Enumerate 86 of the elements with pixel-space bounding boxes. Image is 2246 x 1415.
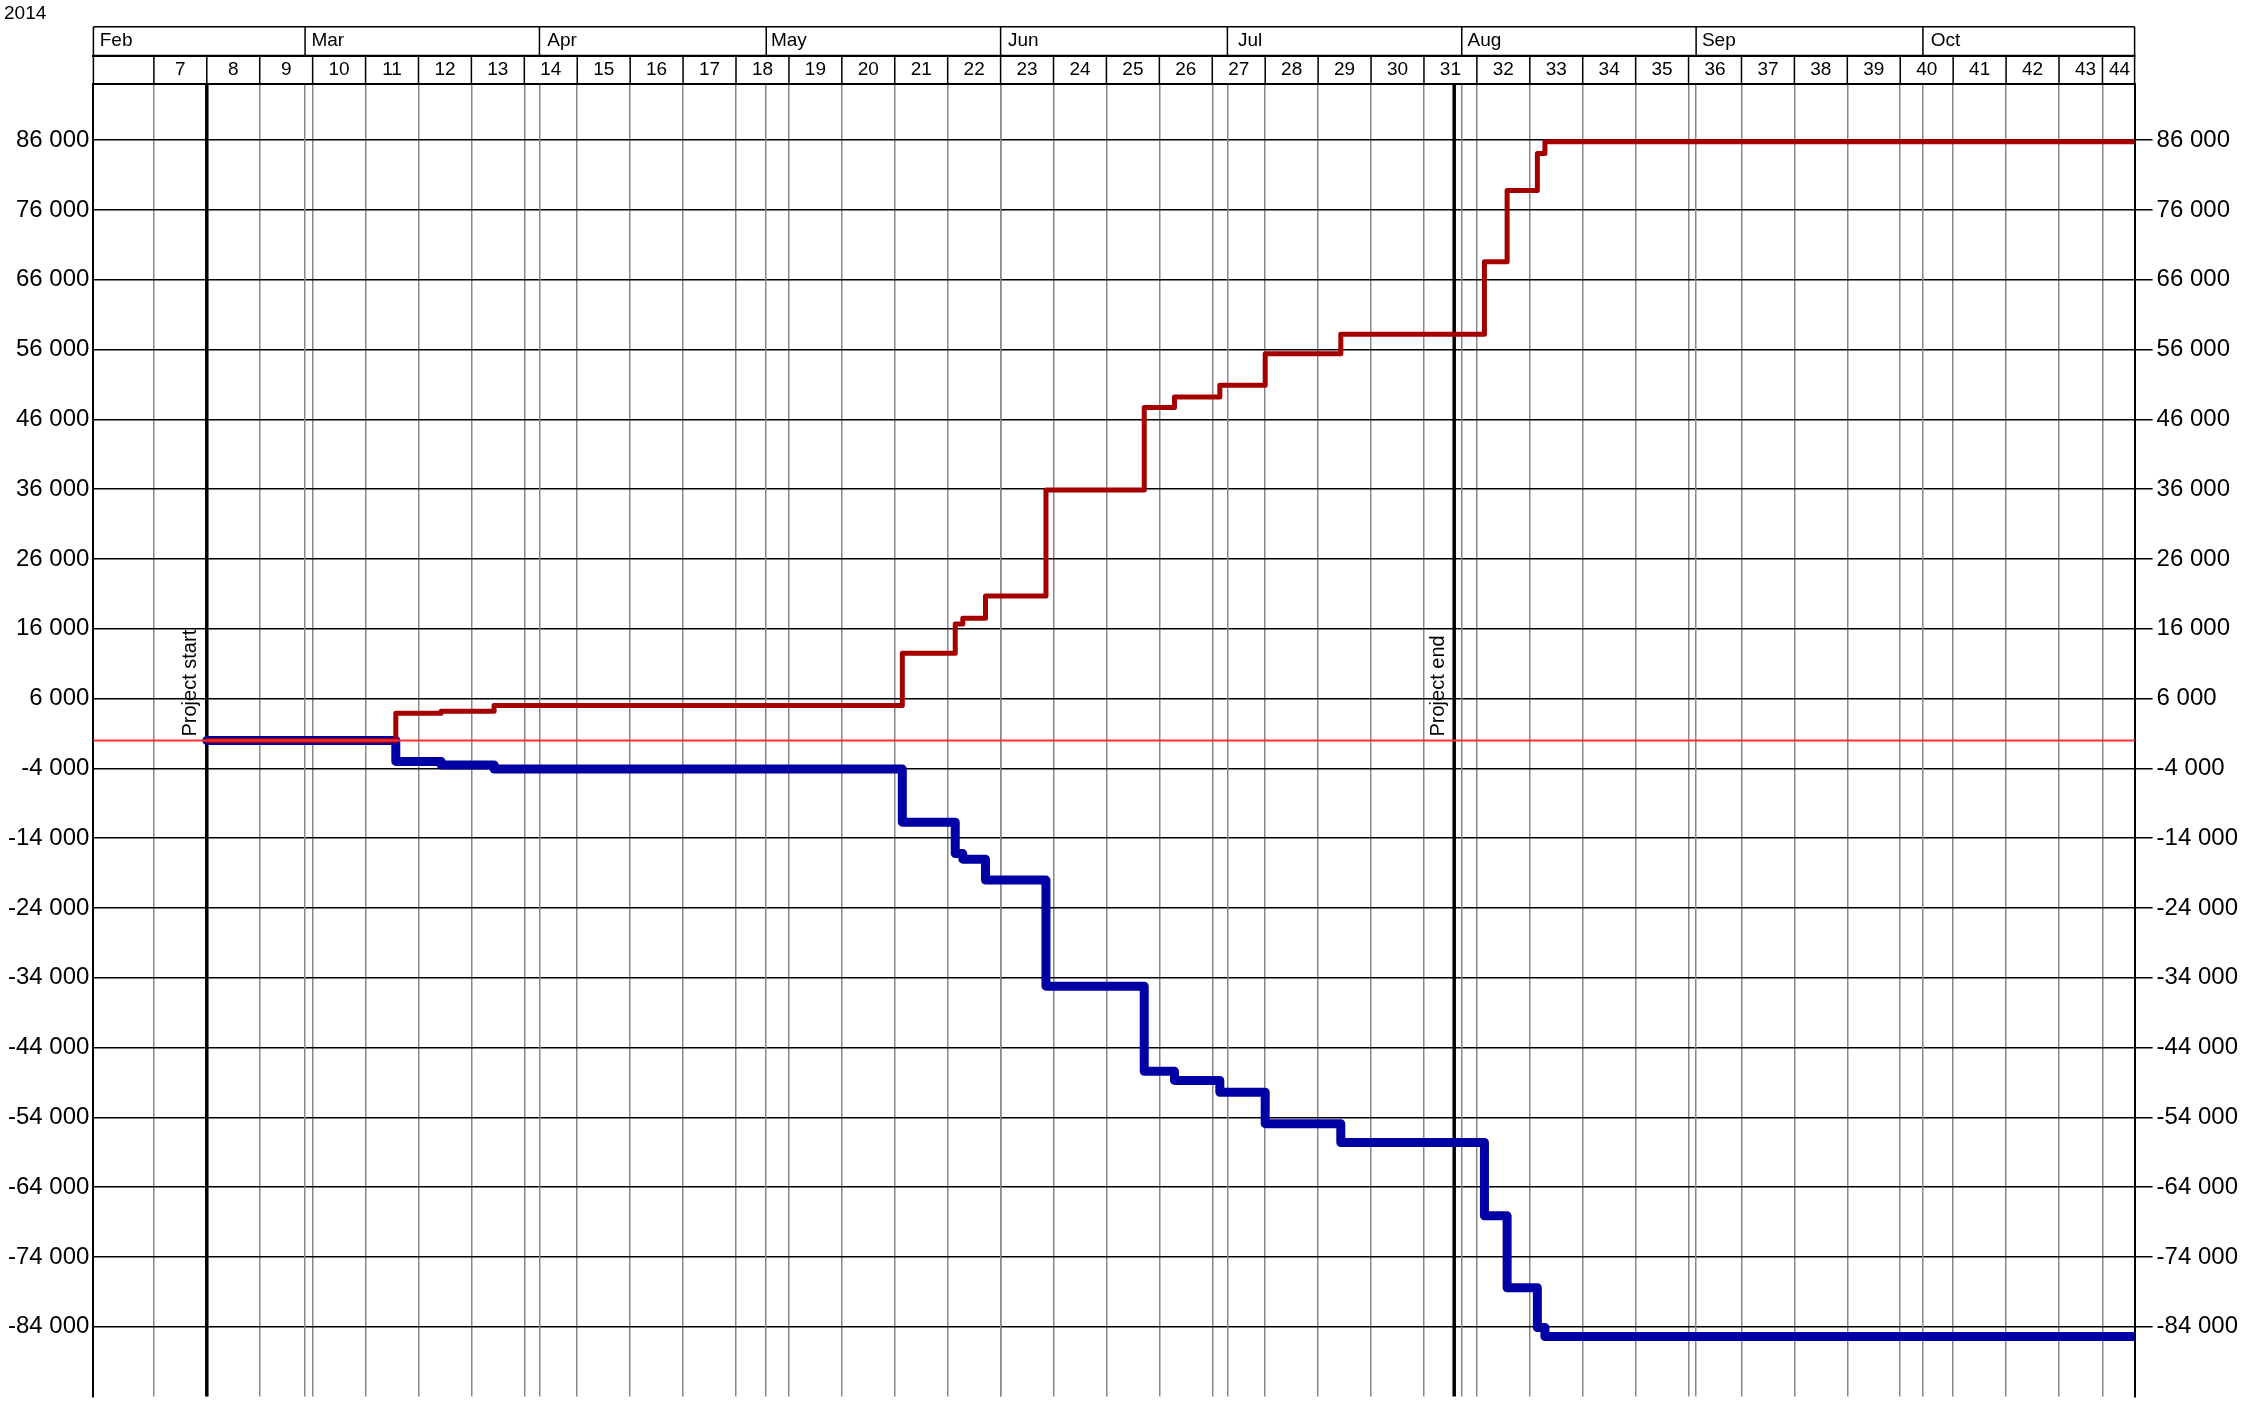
x-tick-label: 7 <box>175 58 186 80</box>
y-tick-label: 16 000 <box>15 613 90 641</box>
y-tick-label: -84 000 <box>7 1311 90 1339</box>
y2-tick-label: -14 000 <box>2156 822 2239 850</box>
x-tick-label: 23 <box>1016 58 1038 80</box>
y2-tick-label: -24 000 <box>2156 892 2239 920</box>
x2-tick-label: Jun <box>1007 29 1039 51</box>
x-tick-label: 10 <box>328 58 350 80</box>
y-tick-label: -74 000 <box>7 1241 90 1269</box>
x-tick-label: 42 <box>2021 58 2044 80</box>
x-tick-label: 28 <box>1281 58 1303 80</box>
y2-tick-label: 86 000 <box>2156 124 2231 152</box>
x-tick-label: 34 <box>1598 58 1621 80</box>
y2-tick-label: -84 000 <box>2156 1311 2239 1339</box>
x-tick-label: 19 <box>804 58 826 80</box>
x-tick-label: 17 <box>698 58 721 80</box>
y-tick-label: -44 000 <box>7 1032 90 1060</box>
y-tick-label: 66 000 <box>15 264 90 292</box>
x-tick-label: 40 <box>1916 58 1938 80</box>
y2-tick-label: 46 000 <box>2156 404 2231 432</box>
x-tick-label: 33 <box>1545 58 1567 80</box>
y2-tick-label: 76 000 <box>2156 194 2231 222</box>
x-tick-label: 38 <box>1810 58 1832 80</box>
y2-tick-label: 56 000 <box>2156 334 2231 362</box>
chart-title: 2014 <box>4 1 47 23</box>
x-tick-label: 22 <box>963 58 985 80</box>
y2-tick-label: -4 000 <box>2156 753 2225 781</box>
y-tick-label: -54 000 <box>7 1102 90 1130</box>
x-tick-label: 31 <box>1439 58 1461 80</box>
x2-tick-label: Jul <box>1237 29 1263 51</box>
x2-tick-label: Feb <box>99 29 133 51</box>
x-tick-label: 43 <box>2074 58 2097 80</box>
y-tick-label: 86 000 <box>15 124 90 152</box>
x-tick-label: 20 <box>857 58 879 80</box>
y-tick-label: 6 000 <box>29 683 90 711</box>
x-tick-label: 29 <box>1334 58 1356 80</box>
x-tick-label: 16 <box>646 58 668 80</box>
y-tick-label: -34 000 <box>7 962 90 990</box>
x-tick-label: 35 <box>1651 58 1673 80</box>
x-tick-label: 13 <box>487 58 509 80</box>
y2-tick-label: 6 000 <box>2156 683 2217 711</box>
x-tick-label: 39 <box>1863 58 1885 80</box>
y-tick-label: -14 000 <box>7 822 90 850</box>
x-tick-label: 25 <box>1122 58 1144 80</box>
x-tick-label: 37 <box>1757 58 1779 80</box>
x2-tick-label: Aug <box>1467 29 1502 51</box>
x-tick-label: 14 <box>540 58 562 80</box>
y2-tick-label: 36 000 <box>2156 473 2231 501</box>
y2-tick-label: -34 000 <box>2156 962 2239 990</box>
x-tick-label: 30 <box>1386 58 1409 80</box>
x-tick-label: 8 <box>227 58 239 80</box>
x2-tick-label: Apr <box>547 29 578 51</box>
x-tick-label: 24 <box>1069 58 1091 80</box>
y-tick-label: 26 000 <box>15 543 90 571</box>
y2-tick-label: -44 000 <box>2156 1032 2239 1060</box>
x-tick-label: 15 <box>593 58 615 80</box>
y-tick-label: -4 000 <box>21 753 90 781</box>
y-tick-label: -24 000 <box>7 892 90 920</box>
x2-tick-label: May <box>770 29 808 51</box>
y2-tick-label: 66 000 <box>2156 264 2231 292</box>
y-tick-label: 76 000 <box>15 194 90 222</box>
x-tick-label: 36 <box>1704 58 1726 80</box>
x-tick-label: 21 <box>910 58 932 80</box>
y2-tick-label: -54 000 <box>2156 1102 2239 1130</box>
x2-tick-label: Oct <box>1930 29 1962 51</box>
x-tick-label: 12 <box>434 58 456 80</box>
x-tick-label: 32 <box>1492 58 1514 80</box>
x2-tick-label: Mar <box>311 29 345 51</box>
ref-line-label: Project end <box>1425 635 1448 737</box>
ref-line-label: Project start <box>178 629 201 737</box>
y-tick-label: -64 000 <box>7 1171 90 1199</box>
x-tick-label: 27 <box>1228 58 1250 80</box>
y-tick-label: 46 000 <box>15 404 90 432</box>
x-tick-label: 41 <box>1969 58 1991 80</box>
y2-tick-label: 16 000 <box>2156 613 2231 641</box>
y2-tick-label: -74 000 <box>2156 1241 2239 1269</box>
x-tick-label: 18 <box>751 58 774 80</box>
y-tick-label: 56 000 <box>15 334 90 362</box>
x2-tick-label: Sep <box>1701 29 1736 51</box>
y-tick-label: 36 000 <box>15 473 90 501</box>
x-tick-label: 26 <box>1175 58 1197 80</box>
y2-tick-label: -64 000 <box>2156 1171 2239 1199</box>
x-tick-label: 11 <box>382 58 402 80</box>
x-tick-label: 44 <box>2108 58 2131 80</box>
y2-tick-label: 26 000 <box>2156 543 2231 571</box>
x-tick-label: 9 <box>280 58 292 80</box>
